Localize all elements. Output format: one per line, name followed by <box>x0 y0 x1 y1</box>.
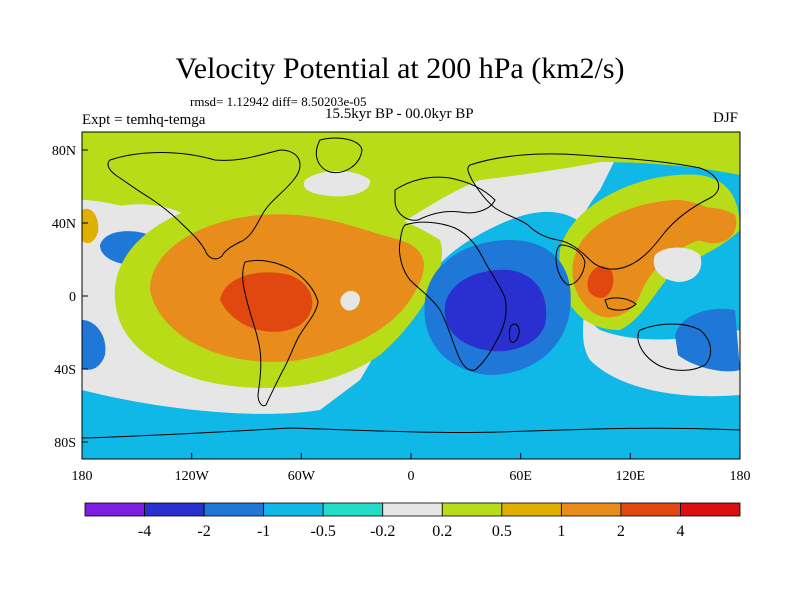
negative-southwest-pacific <box>82 320 106 370</box>
lon-tick-label: 180 <box>72 469 93 484</box>
negative-southern-band <box>82 430 740 459</box>
colorbar-label: -2 <box>197 523 210 540</box>
neutral-arctic-patch <box>303 171 371 197</box>
colorbar-label: 2 <box>617 523 625 540</box>
coast-india <box>555 244 586 286</box>
positive-northwest-corner <box>82 208 99 244</box>
map-title: Velocity Potential at 200 hPa (km2/s) <box>175 52 625 85</box>
coast-antarctica <box>82 427 740 439</box>
coast-madagascar <box>508 323 520 343</box>
neutral-atlantic-patch <box>340 290 360 311</box>
colorbar-label: 0.5 <box>492 523 512 540</box>
positive-strong-southeast-asia <box>587 266 614 298</box>
coast-south-america <box>242 259 319 407</box>
lon-axis: 180 120W 60W 0 60E 120E 180 <box>72 453 751 484</box>
lon-tick-label: 60W <box>288 469 316 484</box>
coast-north-america <box>107 149 301 260</box>
colorbar-label: 1 <box>557 523 565 540</box>
colorbar-swatch <box>680 502 741 517</box>
colorbar-swatch <box>441 502 503 517</box>
coast-southeast-asia <box>604 297 637 311</box>
colorbar-label: -1 <box>257 523 270 540</box>
colorbar-swatch <box>560 502 622 517</box>
experiment-label: Expt = temhq-temga <box>82 112 206 128</box>
colorbar-swatch <box>144 502 205 517</box>
coast-africa <box>399 221 507 371</box>
coast-asia <box>467 153 720 270</box>
lat-tick-label: 0 <box>69 290 76 305</box>
lat-tick-label: 40N <box>52 217 76 232</box>
positive-north-pacific-east <box>679 207 737 244</box>
lat-tick-label: 80N <box>52 144 76 159</box>
colorbar-label: -0.5 <box>311 523 336 540</box>
lat-tick-label: 40S <box>54 363 76 378</box>
lon-tick-label: 0 <box>408 469 415 484</box>
season-label: DJF <box>713 110 739 126</box>
colorbar-label: 0.2 <box>432 523 452 540</box>
colorbar: -4 -2 -1 -0.5 -0.2 0.2 0.5 1 2 4 <box>84 502 741 540</box>
coast-australia <box>637 323 712 371</box>
negative-strong-indian-ocean <box>444 269 547 352</box>
lon-tick-label: 120W <box>175 469 210 484</box>
coastlines <box>82 137 740 439</box>
lon-tick-label: 60E <box>509 469 532 484</box>
colorbar-swatch <box>322 502 384 517</box>
colorbar-label: -4 <box>138 523 151 540</box>
colorbar-swatch <box>203 502 265 517</box>
lon-tick-label: 120E <box>616 469 646 484</box>
positive-strong-south-america <box>220 272 313 332</box>
colorbar-swatch <box>84 502 145 517</box>
coast-europe <box>394 176 496 221</box>
stats-text: rmsd= 1.12942 diff= 8.50203e-05 <box>190 94 367 109</box>
lat-tick-label: 80S <box>54 436 76 451</box>
period-text: 15.5kyr BP - 00.0kyr BP <box>325 106 474 122</box>
coast-greenland <box>315 137 363 174</box>
negative-west-pacific <box>675 308 740 372</box>
colorbar-label: 4 <box>676 523 684 540</box>
colorbar-swatch <box>620 502 681 517</box>
lat-axis: 80N 40N 0 40S 80S <box>52 144 88 451</box>
colorbar-swatch <box>382 502 443 517</box>
velocity-potential-field <box>82 132 740 459</box>
colorbar-label: -0.2 <box>370 523 395 540</box>
lon-tick-label: 180 <box>730 469 751 484</box>
neutral-east-pacific-patch <box>653 247 702 282</box>
colorbar-swatch <box>501 502 562 517</box>
colorbar-swatch <box>263 502 324 517</box>
